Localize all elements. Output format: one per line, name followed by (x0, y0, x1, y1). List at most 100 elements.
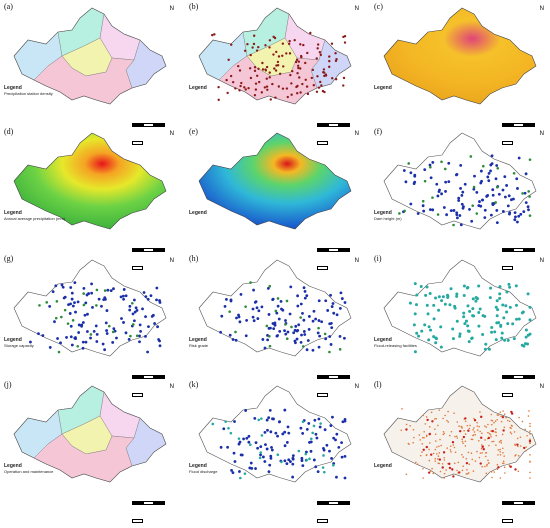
map-svg-12 (383, 385, 537, 483)
reservoir-point (449, 434, 451, 437)
reservoir-point (330, 456, 333, 460)
reservoir-point (465, 286, 469, 290)
reservoir-point (412, 323, 416, 327)
reservoir-point (265, 77, 268, 80)
reservoir-point (512, 171, 516, 175)
reservoir-point (257, 80, 261, 84)
reservoir-point (398, 212, 401, 215)
province-outline (198, 7, 352, 105)
reservoir-point (274, 309, 278, 313)
reservoir-point (475, 212, 479, 215)
map-panel-4: (d) N Legend Annual average precipitation (… (0, 125, 180, 270)
reservoir-point (328, 449, 331, 453)
reservoir-point (229, 431, 233, 435)
reservoir-point (328, 59, 331, 63)
reservoir-point (484, 455, 487, 458)
reservoir-point (425, 434, 428, 437)
reservoir-point (285, 52, 288, 55)
reservoir-point (408, 301, 412, 305)
reservoir-point (285, 337, 289, 341)
reservoir-point (431, 420, 434, 423)
reservoir-point (317, 417, 321, 421)
reservoir-point (312, 84, 316, 87)
reservoir-point (297, 323, 301, 327)
reservoir-point (489, 169, 492, 173)
reservoir-point (277, 317, 281, 321)
reservoir-point (503, 195, 507, 199)
reservoir-point (97, 297, 101, 301)
reservoir-point (523, 446, 526, 450)
reservoir-point (432, 472, 435, 475)
reservoir-point (314, 432, 318, 436)
reservoir-point (441, 295, 445, 299)
reservoir-point (405, 423, 408, 426)
north-arrow-icon: N (169, 6, 174, 12)
reservoir-point (260, 91, 264, 94)
reservoir-point (288, 39, 291, 43)
reservoir-point (453, 306, 457, 310)
reservoir-point (267, 470, 271, 474)
reservoir-point (453, 462, 456, 465)
reservoir-point (500, 336, 504, 340)
legend-title: Legend (374, 85, 392, 91)
legend-subtitle: Dam height (m) (374, 216, 402, 221)
reservoir-point (296, 64, 300, 68)
reservoir-point (471, 458, 474, 461)
map-svg-5 (198, 132, 352, 230)
reservoir-point (231, 80, 235, 84)
reservoir-point (94, 324, 98, 328)
reservoir-point (59, 341, 62, 345)
north-arrow-icon: N (539, 258, 544, 264)
reservoir-point (304, 78, 307, 81)
reservoir-point (252, 42, 256, 46)
reservoir-point (409, 425, 411, 427)
reservoir-point (277, 85, 281, 88)
reservoir-point (493, 471, 496, 473)
reservoir-point (490, 430, 492, 432)
reservoir-point (485, 472, 488, 475)
reservoir-point (434, 341, 438, 345)
reservoir-point (149, 294, 153, 298)
reservoir-point (268, 463, 272, 467)
reservoir-point (495, 164, 499, 167)
reservoir-point (479, 452, 482, 454)
reservoir-point (487, 423, 489, 426)
reservoir-point (95, 288, 99, 292)
reservoir-point (311, 348, 315, 352)
reservoir-point (48, 346, 52, 349)
reservoir-point (261, 68, 265, 71)
reservoir-point (257, 309, 261, 313)
reservoir-point (295, 58, 299, 62)
reservoir-point (106, 288, 110, 292)
reservoir-point (529, 422, 531, 425)
reservoir-point (265, 85, 269, 88)
reservoir-point (459, 429, 462, 433)
reservoir-point (509, 465, 512, 468)
reservoir-point (425, 303, 429, 307)
reservoir-point (497, 449, 500, 451)
reservoir-point (343, 476, 347, 480)
reservoir-point (505, 184, 508, 187)
reservoir-point (300, 333, 303, 337)
reservoir-point (434, 448, 437, 451)
reservoir-point (315, 57, 318, 60)
reservoir-point (289, 285, 293, 289)
reservoir-point (487, 459, 489, 462)
panel-label: (g) (4, 254, 14, 263)
reservoir-point (343, 454, 347, 458)
legend-title: Legend (189, 337, 207, 343)
reservoir-point (320, 320, 324, 324)
reservoir-point (517, 156, 521, 160)
reservoir-point (272, 35, 275, 39)
reservoir-point (323, 428, 327, 432)
reservoir-point (322, 448, 326, 452)
reservoir-point (283, 408, 287, 412)
reservoir-point (107, 324, 111, 328)
reservoir-point (81, 346, 85, 350)
reservoir-point (429, 176, 433, 180)
legend-title: Legend (4, 85, 22, 91)
reservoir-point (468, 309, 472, 313)
reservoir-point (326, 309, 330, 312)
reservoir-point (428, 163, 432, 167)
reservoir-point (456, 421, 459, 423)
